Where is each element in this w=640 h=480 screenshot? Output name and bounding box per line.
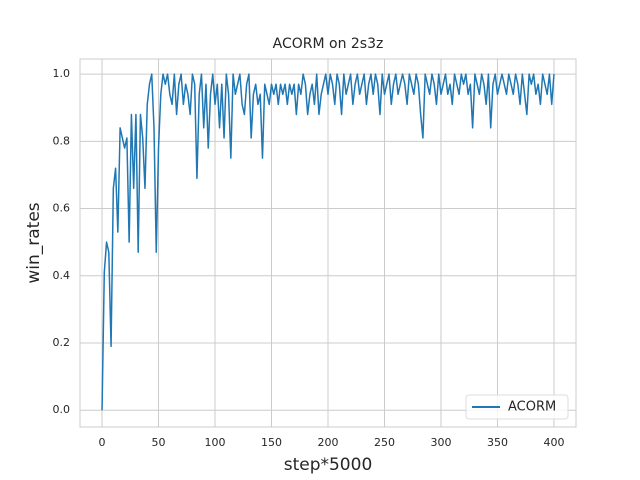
x-tick-label: 350 bbox=[487, 436, 508, 449]
legend-label: ACORM bbox=[508, 400, 556, 415]
plot-border bbox=[79, 58, 577, 428]
y-tick-label: 0.4 bbox=[53, 269, 71, 282]
x-tick-label: 300 bbox=[430, 436, 451, 449]
y-tick-label: 1.0 bbox=[53, 67, 71, 80]
chart-title: ACORM on 2s3z bbox=[273, 36, 384, 52]
y-tick-label: 0.0 bbox=[53, 403, 71, 416]
y-tick-label: 0.8 bbox=[53, 134, 71, 147]
y-tick-label: 0.6 bbox=[53, 202, 71, 215]
x-tick-label: 150 bbox=[261, 436, 282, 449]
x-tick-label: 100 bbox=[205, 436, 226, 449]
y-axis-label: win_rates bbox=[24, 202, 44, 283]
x-tick-label: 250 bbox=[374, 436, 395, 449]
x-tick-label: 50 bbox=[152, 436, 166, 449]
data-line bbox=[101, 73, 555, 411]
y-tick-label: 0.2 bbox=[53, 336, 71, 349]
x-tick-label: 400 bbox=[543, 436, 564, 449]
x-tick-label: 200 bbox=[318, 436, 339, 449]
legend-box bbox=[465, 394, 569, 420]
x-tick-label: 0 bbox=[99, 436, 106, 449]
x-axis-label: step*5000 bbox=[284, 455, 373, 475]
